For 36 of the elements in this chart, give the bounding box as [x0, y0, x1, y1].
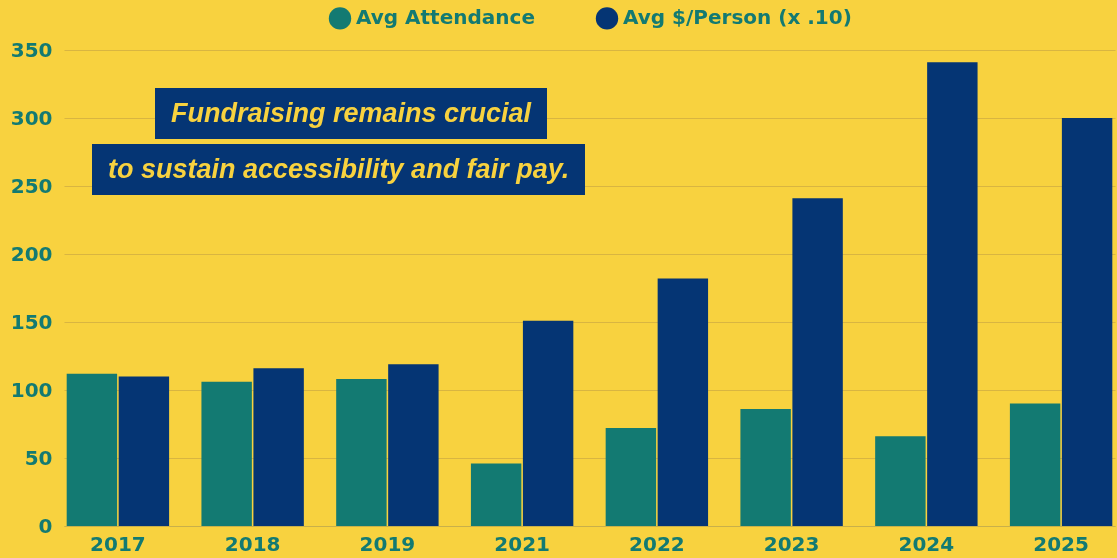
bar [1009, 403, 1061, 526]
bar [605, 428, 657, 526]
bar [470, 463, 522, 526]
y-tick-label: 300 [10, 105, 53, 130]
bar [1061, 118, 1113, 526]
x-tick-label: 2017 [90, 531, 146, 556]
y-tick-label: 250 [10, 173, 53, 198]
x-tick-label: 2019 [359, 531, 416, 556]
x-tick-label: 2018 [224, 531, 281, 556]
bar [740, 409, 791, 526]
annotation: to sustain accessibility and fair pay. [92, 144, 586, 195]
x-tick-label: 2023 [763, 531, 820, 556]
x-tick-label: 2024 [898, 531, 955, 556]
annotation: Fundraising remains crucial [155, 88, 548, 139]
bar [388, 364, 439, 526]
bar [792, 198, 843, 526]
bar [201, 381, 252, 526]
bar [927, 62, 978, 526]
y-tick-label: 200 [10, 241, 53, 266]
x-tick-label: 2021 [494, 531, 550, 556]
x-tick-label: 2022 [629, 531, 685, 556]
y-tick-label: 50 [24, 445, 53, 470]
x-tick-label: 2025 [1033, 531, 1089, 556]
y-tick-label: 350 [10, 37, 53, 62]
bar [66, 373, 118, 526]
legend-label: Avg Attendance [356, 5, 535, 30]
bar [875, 436, 926, 526]
bar [253, 368, 304, 526]
y-tick-label: 100 [10, 377, 53, 402]
legend-label: Avg $/Person (x .10) [623, 5, 852, 30]
bar [522, 320, 574, 526]
y-tick-label: 150 [10, 309, 53, 334]
bar [657, 278, 709, 526]
bar [336, 379, 387, 526]
bar [118, 376, 170, 526]
y-tick-label: 0 [38, 513, 53, 538]
